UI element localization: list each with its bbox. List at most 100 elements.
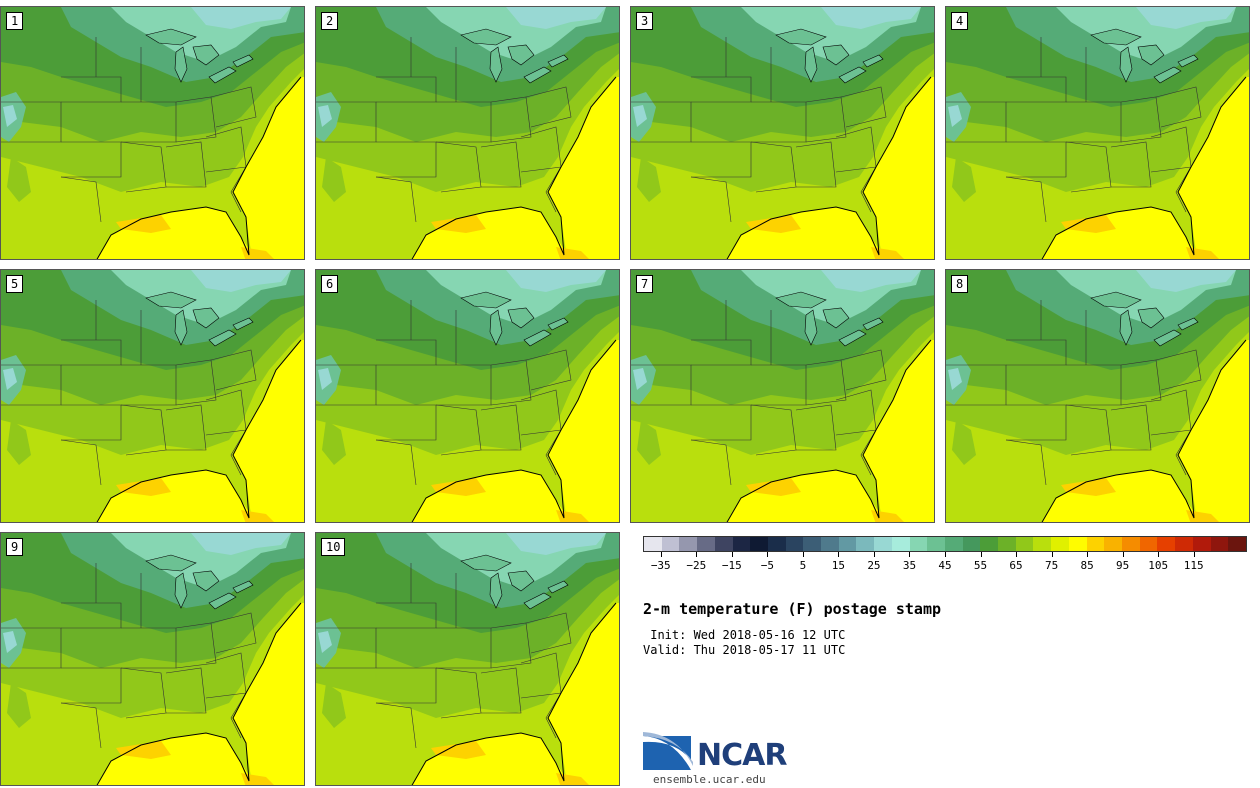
colorbar-swatch [1175, 537, 1193, 551]
colorbar-swatch [1051, 537, 1069, 551]
colorbar-swatch [732, 537, 751, 551]
colorbar-tick [1158, 552, 1160, 557]
colorbar-tick [731, 552, 733, 557]
member-map-panel: 10 [315, 532, 620, 786]
member-number-label: 2 [321, 12, 339, 30]
colorbar-tick-label: 115 [1183, 559, 1204, 572]
ncar-logo-text: NCAR [697, 738, 787, 773]
colorbar-swatch [1228, 537, 1246, 551]
ncar-logo: NCAR [643, 732, 793, 782]
map-title: 2-m temperature (F) postage stamp [643, 600, 942, 618]
colorbar-tick [660, 552, 662, 557]
colorbar-swatch [874, 537, 892, 551]
colorbar-tick-label: −25 [686, 559, 707, 572]
temperature-map [316, 270, 619, 522]
colorbar-tick [802, 552, 804, 557]
colorbar-swatch [1210, 537, 1229, 551]
colorbar-tick [767, 552, 769, 557]
colorbar-tick [980, 552, 982, 557]
colorbar-tick-label: 105 [1148, 559, 1169, 572]
colorbar-tick-label: 5 [799, 559, 807, 572]
colorbar-swatch [1104, 537, 1122, 551]
colorbar-tick-label: 45 [938, 559, 952, 572]
valid-time: Valid: Thu 2018-05-17 11 UTC [643, 643, 846, 657]
member-map-panel: 9 [0, 532, 305, 786]
colorbar-swatch [714, 537, 733, 551]
temperature-map [631, 7, 934, 259]
member-map-panel: 7 [630, 269, 935, 523]
temperature-map [946, 7, 1249, 259]
colorbar-swatch [767, 537, 786, 551]
member-number-label: 7 [636, 275, 654, 293]
member-number-label: 8 [951, 275, 969, 293]
member-number-label: 3 [636, 12, 654, 30]
colorbar-swatch [944, 537, 963, 551]
member-number-label: 9 [6, 538, 24, 556]
colorbar-swatch [785, 537, 804, 551]
member-number-label: 4 [951, 12, 969, 30]
colorbar-tick-label: 15 [831, 559, 846, 572]
temperature-map [1, 533, 304, 785]
colorbar-tick-label: 55 [973, 559, 988, 572]
ensemble-url: ensemble.ucar.edu [653, 773, 766, 786]
colorbar-tick [1016, 552, 1018, 557]
colorbar-tick [1193, 552, 1195, 557]
temperature-map [1, 270, 304, 522]
temperature-map [316, 533, 619, 785]
colorbar-swatch [909, 537, 928, 551]
temperature-colorbar [643, 536, 1247, 552]
init-time: Init: Wed 2018-05-16 12 UTC [643, 628, 846, 642]
colorbar-ticks: −35 −25 −15 −5 5 15 25 35 45 55 65 75 85 95 105 115 [643, 552, 1247, 576]
colorbar-swatch [803, 537, 822, 551]
colorbar-tick [1051, 552, 1053, 557]
member-map-panel: 6 [315, 269, 620, 523]
colorbar-swatch [1033, 537, 1052, 551]
colorbar-swatch [1015, 537, 1034, 551]
temperature-map [946, 270, 1249, 522]
colorbar-tick-label: 85 [1080, 559, 1094, 572]
member-map-panel: 1 [0, 6, 305, 260]
colorbar-swatch [679, 537, 698, 551]
colorbar-swatch [1139, 537, 1158, 551]
colorbar-tick-label: −15 [721, 559, 742, 572]
colorbar-tick-label: 35 [902, 559, 917, 572]
colorbar-swatch [697, 537, 715, 551]
colorbar-tick-label: −35 [650, 559, 671, 572]
colorbar-swatch [1068, 537, 1087, 551]
temperature-map [1, 7, 304, 259]
temperature-map [631, 270, 934, 522]
member-map-panel: 4 [945, 6, 1250, 260]
colorbar-swatch [980, 537, 999, 551]
colorbar-swatch [1086, 537, 1105, 551]
colorbar-tick [909, 552, 911, 557]
colorbar-swatch [838, 537, 857, 551]
member-map-panel: 8 [945, 269, 1250, 523]
member-number-label: 6 [321, 275, 339, 293]
member-number-label: 10 [321, 538, 346, 556]
colorbar-swatch [644, 537, 662, 551]
colorbar-tick-label: −5 [760, 559, 774, 572]
member-map-panel: 5 [0, 269, 305, 523]
member-map-panel: 2 [315, 6, 620, 260]
colorbar-swatch [856, 537, 875, 551]
colorbar-tick-label: 25 [867, 559, 881, 572]
colorbar-tick [696, 552, 698, 557]
colorbar-swatch [998, 537, 1016, 551]
colorbar-swatch [750, 537, 768, 551]
colorbar-swatch [891, 537, 910, 551]
colorbar-swatch [661, 537, 680, 551]
colorbar-swatch [962, 537, 981, 551]
colorbar-tick [1087, 552, 1089, 557]
member-number-label: 1 [6, 12, 24, 30]
member-number-label: 5 [6, 275, 24, 293]
colorbar-tick [838, 552, 840, 557]
temperature-map [316, 7, 619, 259]
colorbar-tick [1122, 552, 1124, 557]
colorbar-tick [873, 552, 875, 557]
colorbar-swatch [927, 537, 945, 551]
colorbar-tick-label: 95 [1116, 559, 1130, 572]
colorbar-swatch [1157, 537, 1176, 551]
colorbar-tick-label: 75 [1044, 559, 1059, 572]
colorbar-swatch [1121, 537, 1140, 551]
member-map-panel: 3 [630, 6, 935, 260]
